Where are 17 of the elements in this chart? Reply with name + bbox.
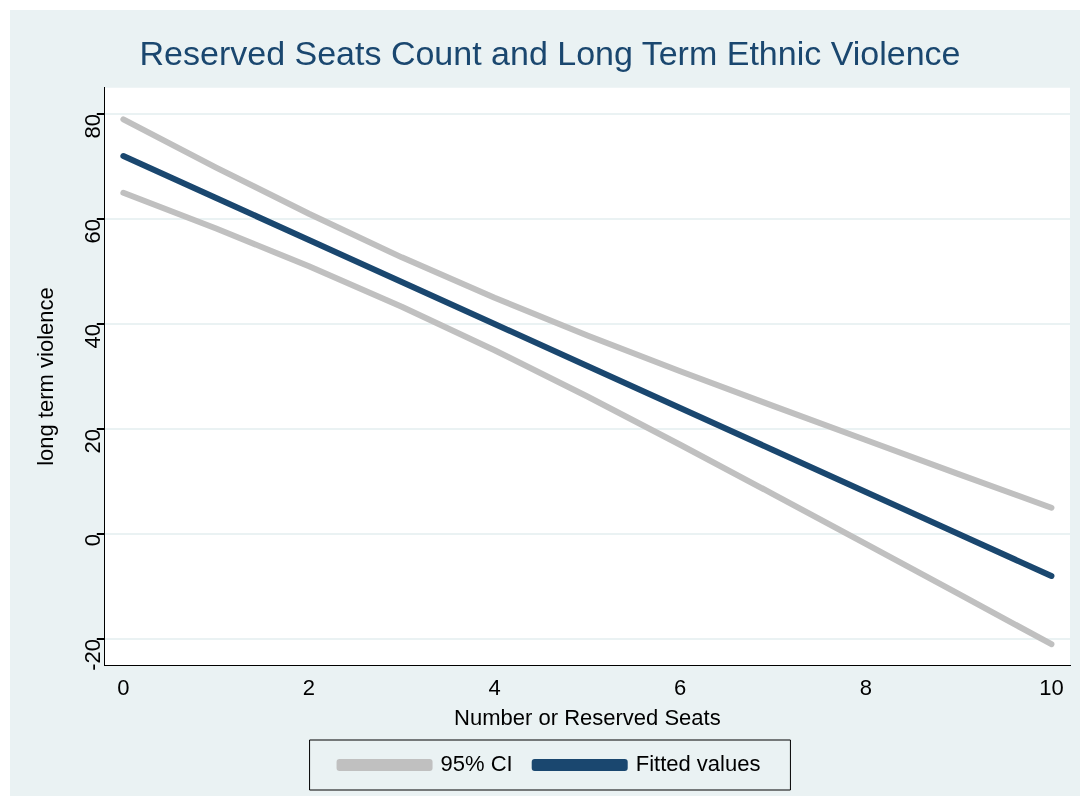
x-tick-label: 6: [674, 675, 687, 701]
legend-label: Fitted values: [635, 751, 761, 777]
y-tick-label: -20: [79, 638, 105, 671]
y-tick-label: 20: [79, 428, 105, 454]
legend-label: 95% CI: [440, 751, 513, 777]
x-tick-label: 2: [302, 675, 316, 701]
x-tick-label: 10: [1039, 675, 1064, 701]
x-tick-label: 0: [117, 675, 130, 701]
x-tick-label: 4: [488, 675, 501, 701]
chart-title: Reserved Seats Count and Long Term Ethnic Violence: [139, 33, 961, 72]
y-tick-label: 40: [79, 324, 105, 349]
y-tick-label: 0: [79, 533, 105, 547]
x-tick-label: 8: [859, 675, 872, 701]
y-axis-title: long term violence: [33, 287, 59, 466]
y-tick-label: 80: [79, 114, 105, 139]
y-tick-label: 60: [79, 219, 105, 244]
x-axis-title: Number or Reserved Seats: [454, 704, 721, 730]
